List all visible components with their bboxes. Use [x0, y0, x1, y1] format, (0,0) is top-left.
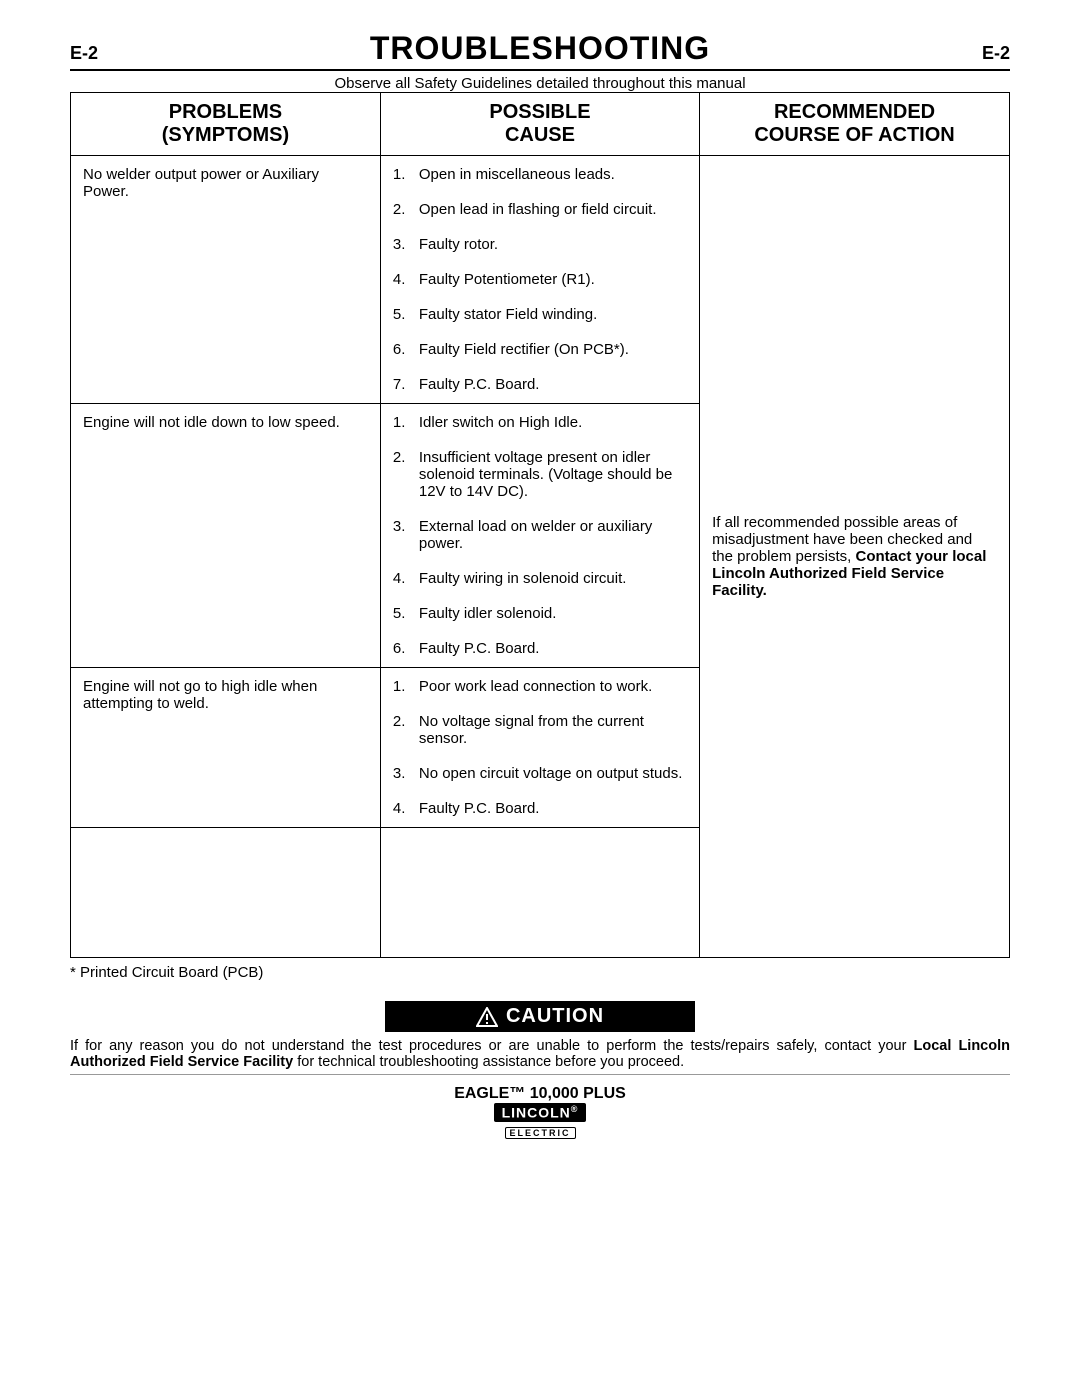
- cause-item: Insufficient voltage present on idler so…: [393, 449, 687, 500]
- cause-item: Faulty rotor.: [393, 236, 687, 253]
- cause-item: Open in miscellaneous leads.: [393, 166, 687, 183]
- troubleshooting-table: PROBLEMS (SYMPTOMS) POSSIBLE CAUSE RECOM…: [70, 92, 1010, 958]
- cause-item: External load on welder or auxiliary pow…: [393, 518, 687, 552]
- empty-cell: [380, 828, 699, 958]
- cause-item: Faulty stator Field winding.: [393, 306, 687, 323]
- cause-item: Faulty Field rectifier (On PCB*).: [393, 341, 687, 358]
- table-row: No welder output power or Auxiliary Powe…: [71, 156, 1010, 404]
- cause-item: Faulty P.C. Board.: [393, 376, 687, 393]
- empty-cell: [71, 828, 381, 958]
- page-code-right: E-2: [982, 43, 1010, 64]
- header-cause: POSSIBLE CAUSE: [380, 93, 699, 156]
- cause-cell: Open in miscellaneous leads. Open lead i…: [380, 156, 699, 404]
- caution-label: CAUTION: [385, 1001, 695, 1032]
- problem-cell: No welder output power or Auxiliary Powe…: [71, 156, 381, 404]
- cause-item: Open lead in flashing or field circuit.: [393, 201, 687, 218]
- warning-icon: [476, 1007, 498, 1027]
- cause-cell: Poor work lead connection to work. No vo…: [380, 668, 699, 828]
- cause-item: Poor work lead connection to work.: [393, 678, 687, 695]
- page-footer: EAGLE™ 10,000 PLUS LINCOLN® ELECTRIC: [70, 1085, 1010, 1141]
- action-cell: If all recommended possible areas of mis…: [700, 156, 1010, 958]
- problem-cell: Engine will not go to high idle when att…: [71, 668, 381, 828]
- problem-cell: Engine will not idle down to low speed.: [71, 404, 381, 668]
- cause-item: No open circuit voltage on output studs.: [393, 765, 687, 782]
- page-title: TROUBLESHOOTING: [370, 30, 710, 67]
- caution-text: If for any reason you do not understand …: [70, 1038, 1010, 1075]
- footnote: * Printed Circuit Board (PCB): [70, 964, 1010, 981]
- cause-item: Faulty Potentiometer (R1).: [393, 271, 687, 288]
- page-header: E-2 TROUBLESHOOTING E-2: [70, 30, 1010, 71]
- cause-item: Faulty wiring in solenoid circuit.: [393, 570, 687, 587]
- cause-item: No voltage signal from the current senso…: [393, 713, 687, 747]
- product-name: EAGLE™ 10,000 PLUS: [70, 1085, 1010, 1103]
- header-action: RECOMMENDED COURSE OF ACTION: [700, 93, 1010, 156]
- cause-item: Faulty idler solenoid.: [393, 605, 687, 622]
- lincoln-logo: LINCOLN® ELECTRIC: [70, 1103, 1010, 1141]
- page-code-left: E-2: [70, 43, 98, 64]
- safety-subtitle: Observe all Safety Guidelines detailed t…: [70, 75, 1010, 92]
- cause-cell: Idler switch on High Idle. Insufficient …: [380, 404, 699, 668]
- header-problems: PROBLEMS (SYMPTOMS): [71, 93, 381, 156]
- cause-item: Idler switch on High Idle.: [393, 414, 687, 431]
- cause-item: Faulty P.C. Board.: [393, 640, 687, 657]
- cause-item: Faulty P.C. Board.: [393, 800, 687, 817]
